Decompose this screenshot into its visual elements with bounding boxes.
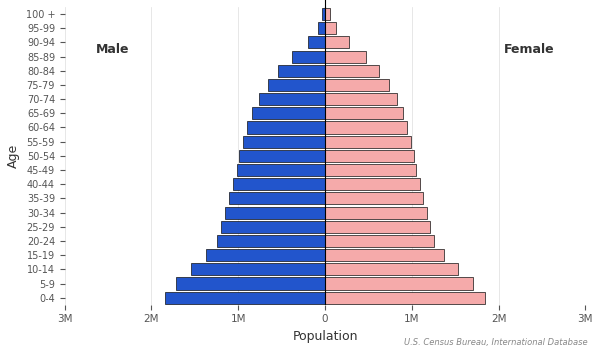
Bar (325, 193, 423, 204)
Y-axis label: Age: Age (7, 144, 20, 168)
Bar (239, 150, 325, 162)
Bar (318, 22, 325, 34)
Bar (325, 164, 416, 176)
Bar (233, 178, 325, 190)
Bar (325, 93, 397, 105)
Bar (325, 121, 407, 133)
Text: Male: Male (96, 43, 130, 56)
Bar (325, 8, 330, 20)
Text: Female: Female (503, 43, 554, 56)
Bar (325, 107, 403, 119)
Bar (229, 193, 325, 204)
Bar (325, 292, 485, 304)
Bar (292, 50, 325, 63)
Text: U.S. Census Bureau, International Database: U.S. Census Bureau, International Databa… (404, 337, 588, 346)
Bar (325, 206, 427, 219)
Bar (252, 107, 325, 119)
Bar (221, 221, 325, 233)
Bar (325, 65, 379, 77)
Bar (259, 93, 325, 105)
Bar (238, 164, 325, 176)
Bar (322, 8, 325, 20)
Bar (268, 79, 325, 91)
Bar (325, 263, 458, 275)
Bar (247, 121, 325, 133)
Bar (325, 22, 336, 34)
Bar (325, 278, 473, 289)
X-axis label: Population: Population (292, 330, 358, 343)
Bar (325, 36, 349, 48)
Bar (325, 235, 434, 247)
Bar (325, 79, 389, 91)
Bar (164, 292, 325, 304)
Bar (206, 249, 325, 261)
Bar (278, 65, 325, 77)
Bar (325, 249, 444, 261)
Bar (325, 50, 366, 63)
Bar (225, 206, 325, 219)
Bar (217, 235, 325, 247)
Bar (308, 36, 325, 48)
Bar (325, 136, 411, 148)
Bar (242, 136, 325, 148)
Bar (191, 263, 325, 275)
Bar (325, 221, 430, 233)
Bar (325, 150, 413, 162)
Bar (325, 178, 419, 190)
Bar (176, 278, 325, 289)
